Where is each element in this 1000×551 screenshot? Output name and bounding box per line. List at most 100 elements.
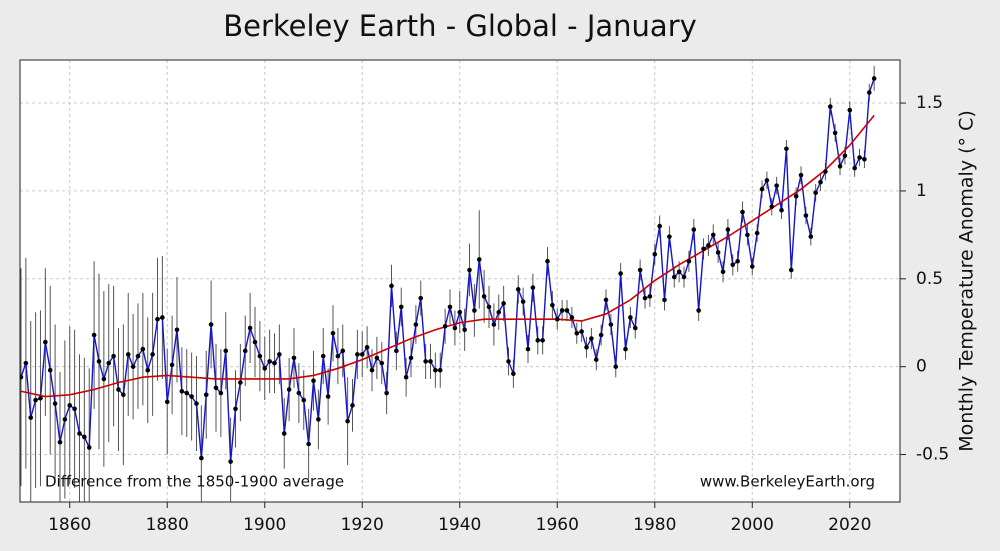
data-point <box>281 431 287 436</box>
data-point <box>584 345 589 350</box>
data-point <box>111 353 116 359</box>
data-point <box>91 332 97 338</box>
x-tick-label: 1880 <box>146 515 189 535</box>
x-tick-label: 1940 <box>438 515 481 535</box>
data-point <box>23 360 29 366</box>
data-point <box>130 364 136 369</box>
data-point <box>135 353 141 359</box>
data-point <box>550 302 555 308</box>
data-point <box>608 322 614 327</box>
data-point <box>554 316 560 322</box>
data-point <box>423 359 428 364</box>
data-point <box>72 406 77 412</box>
data-point <box>155 316 160 322</box>
data-point <box>82 434 87 440</box>
data-point <box>38 396 43 401</box>
data-point <box>125 352 131 357</box>
data-point <box>340 348 346 354</box>
data-point <box>291 355 297 361</box>
data-point <box>437 367 443 373</box>
data-point <box>301 397 307 403</box>
data-point <box>174 327 180 333</box>
data-point <box>715 250 721 255</box>
data-point <box>350 403 355 408</box>
data-point <box>696 308 701 313</box>
data-point <box>842 153 848 159</box>
data-point <box>710 232 716 238</box>
data-point <box>145 367 151 373</box>
data-point <box>589 336 594 341</box>
data-point <box>827 104 833 109</box>
data-point <box>564 308 570 313</box>
y-tick-label: 0 <box>916 357 927 377</box>
data-point <box>642 295 648 301</box>
data-point <box>706 243 711 248</box>
data-point <box>364 345 370 350</box>
data-point <box>257 353 263 359</box>
data-point <box>28 415 34 420</box>
annotation: www.BerkeleyEarth.org <box>700 473 875 491</box>
data-point <box>433 367 438 373</box>
data-point <box>462 327 467 333</box>
data-line <box>20 78 875 462</box>
data-point <box>277 352 282 357</box>
data-point <box>701 246 706 252</box>
data-point <box>355 352 360 357</box>
data-point <box>476 257 482 262</box>
data-point <box>740 209 745 215</box>
data-point <box>330 330 336 336</box>
marks <box>20 66 877 502</box>
data-point <box>569 315 575 320</box>
data-point <box>325 394 331 399</box>
data-point <box>686 258 692 264</box>
data-point <box>52 401 58 406</box>
data-point <box>784 146 789 152</box>
data-point <box>101 376 107 382</box>
data-point <box>774 183 779 188</box>
y-tick-label: -0.5 <box>916 445 949 465</box>
data-point <box>121 392 126 398</box>
data-point <box>579 329 584 334</box>
data-point <box>447 304 453 310</box>
data-point <box>96 359 102 364</box>
annotation: Difference from the 1850-1900 average <box>45 473 344 491</box>
data-point <box>238 380 243 385</box>
data-point <box>623 346 628 352</box>
data-point <box>179 388 185 394</box>
data-point <box>637 267 643 273</box>
data-point <box>223 348 229 354</box>
data-point <box>262 366 268 371</box>
axes: 1860 1880 1900 1920 1940 1960 1980 2000 2020 -0.5… <box>48 93 949 535</box>
y-axis-label: Monthly Temperature Anomaly (° C) <box>956 110 978 452</box>
data-point <box>720 269 726 275</box>
data-point <box>749 264 755 269</box>
data-point <box>837 164 843 169</box>
data-point <box>691 227 697 232</box>
data-point <box>506 359 511 364</box>
data-point <box>140 346 146 352</box>
data-point <box>106 360 112 366</box>
data-point <box>408 355 414 361</box>
data-point <box>189 394 194 399</box>
data-point <box>472 308 477 313</box>
data-point <box>86 445 92 450</box>
data-point <box>618 271 623 276</box>
data-point <box>20 374 24 380</box>
data-point <box>652 251 658 257</box>
data-point <box>160 315 165 320</box>
chart-title: Berkeley Earth - Global - January <box>223 9 697 43</box>
data-point <box>374 355 380 361</box>
data-point <box>452 325 458 331</box>
data-point <box>798 172 804 178</box>
data-point <box>481 294 487 299</box>
data-point <box>530 285 536 290</box>
x-tick-label: 2020 <box>828 515 871 535</box>
data-point <box>359 352 365 357</box>
data-point <box>662 297 667 303</box>
data-point <box>725 227 731 232</box>
data-point <box>486 304 492 310</box>
data-point <box>745 232 750 238</box>
data-point <box>491 322 497 327</box>
data-point <box>501 301 506 306</box>
data-point <box>43 339 48 345</box>
